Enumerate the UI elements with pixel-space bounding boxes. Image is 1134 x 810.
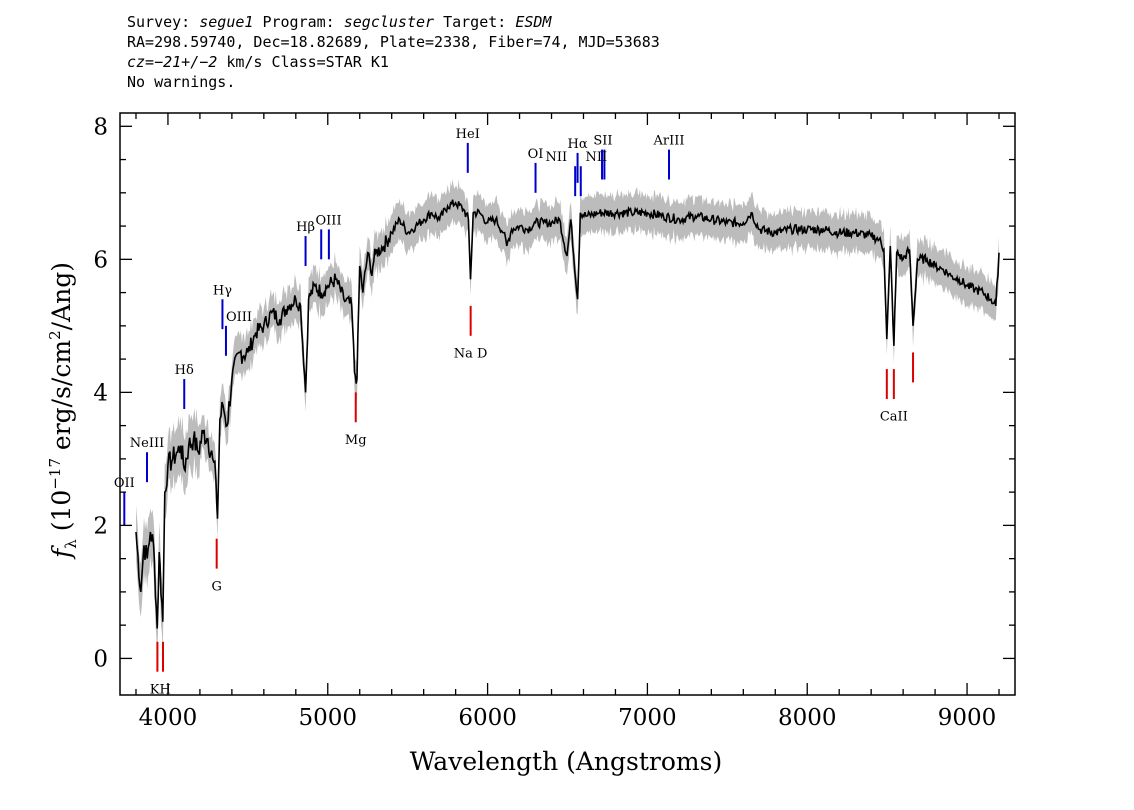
emission-label-hdelta: Hδ — [175, 363, 194, 378]
emission-label-hgamma: Hγ — [213, 283, 232, 298]
header-line-1: Survey: segue1 Program: segcluster Targe… — [127, 12, 660, 32]
emission-label-halpha: Hα — [568, 137, 588, 152]
emission-label-oii: OII — [114, 476, 135, 491]
y-axis-title: fλ (10−17 erg/s/cm2/Ang) — [46, 262, 80, 560]
x-tick-label: 9000 — [938, 705, 997, 731]
y-tick-label: 6 — [93, 247, 108, 273]
cz-unit-class: km/s Class=STAR K1 — [226, 53, 389, 71]
spectrum-line — [135, 199, 1000, 629]
absorption-label-g: G — [211, 579, 221, 594]
x-tick-label: 4000 — [139, 705, 198, 731]
x-tick-label: 5000 — [298, 705, 357, 731]
emission-label-neiii: NeIII — [130, 436, 164, 451]
spectrum-line-layer — [135, 199, 1000, 629]
x-tick-label: 7000 — [618, 705, 677, 731]
absorption-label-nad: Na D — [454, 346, 488, 361]
cz-label: cz= — [127, 53, 155, 71]
absorption-label-kh: KH — [150, 682, 171, 697]
emission-label-ariii: ArIII — [652, 134, 684, 149]
emission-label-nii-6583: NII — [585, 150, 607, 165]
y-tick-label: 8 — [93, 114, 108, 140]
cz-value: −21+/−2 — [154, 53, 218, 71]
header-line-2: RA=298.59740, Dec=18.82689, Plate=2338, … — [127, 33, 660, 51]
svg-text:fλ (10−17 erg/s/cm2/Ang): fλ (10−17 erg/s/cm2/Ang) — [46, 262, 80, 560]
x-axis-title: Wavelength (Angstroms) — [410, 747, 722, 776]
absorption-label-caii: CaII — [880, 410, 908, 425]
spectrum-header: Survey: segue1 Program: segcluster Targe… — [127, 12, 660, 92]
program-value: segcluster — [343, 13, 435, 31]
header-line-3: cz=−21+/−2 km/s Class=STAR K1 — [127, 52, 660, 72]
emission-label-oiii-4363: OIII — [226, 310, 252, 325]
survey-label: Survey: — [127, 13, 191, 31]
header-line-4: No warnings. — [127, 73, 236, 91]
target-label: Target: — [443, 13, 507, 31]
error-band — [136, 179, 999, 659]
survey-value: segue1 — [199, 13, 254, 31]
emission-label-oi: OI — [528, 147, 544, 162]
emission-label-oiii: OIII — [316, 213, 342, 228]
y-tick-label: 0 — [93, 646, 108, 672]
x-tick-label: 6000 — [458, 705, 517, 731]
plot-frame — [119, 112, 1016, 696]
emission-label-nii-6548: NII — [545, 150, 567, 165]
line-marker-layer — [123, 142, 915, 672]
error-band-layer — [136, 179, 999, 659]
axes-layer: 4000 5000 6000 7000 8000 9000 0 2 4 6 8 — [93, 112, 1016, 731]
program-label: Program: — [262, 13, 335, 31]
emission-label-sii: SII — [593, 134, 612, 149]
target-value: ESDM — [515, 13, 552, 31]
emission-label-hbeta: Hβ — [296, 220, 315, 235]
y-tick-label: 2 — [93, 513, 108, 539]
emission-label-hei: HeI — [456, 127, 480, 142]
absorption-label-mg: Mg — [345, 433, 367, 448]
x-tick-label: 8000 — [778, 705, 837, 731]
y-tick-label: 4 — [93, 380, 108, 406]
